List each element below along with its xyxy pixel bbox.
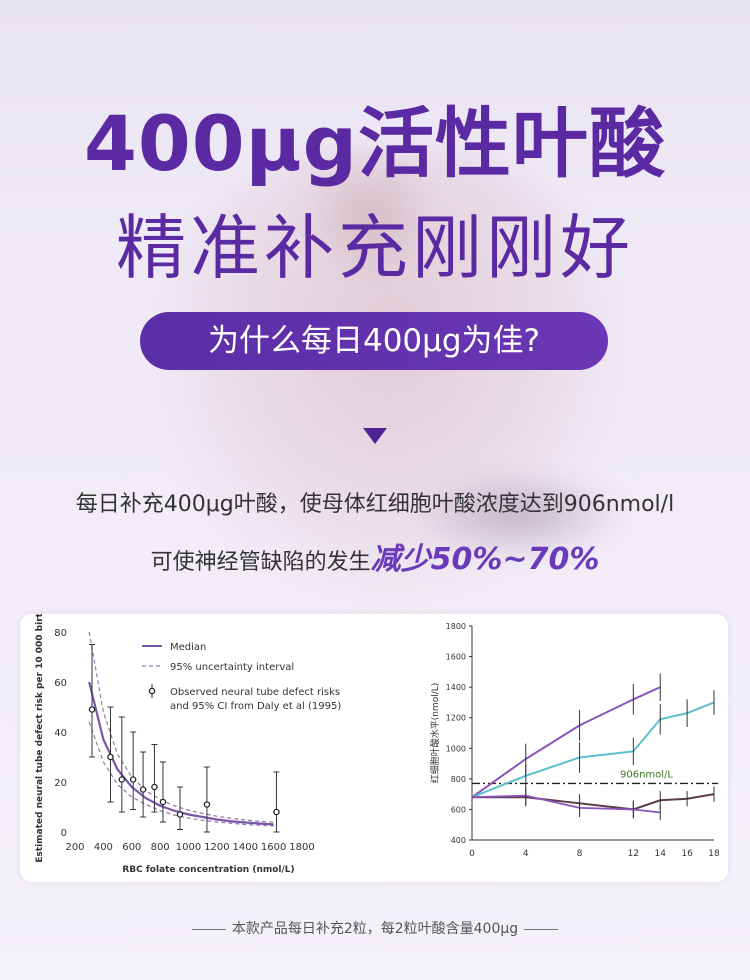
headline-title: 400μg活性叶酸 [84, 99, 666, 188]
legend-observed-label-2: and 95% CI from Daly et al (1995) [170, 701, 341, 712]
explanation-line-1: 每日补充400μg叶酸，使母体红细胞叶酸浓度达到906nmol/l [75, 492, 675, 517]
y-tick-label: 1800 [446, 622, 466, 631]
observed-point [88, 706, 96, 713]
rbc-folate-chart: 400 600 800 1000 1200 1400 1600 1800 0 4 8 12 14 16 18… [429, 622, 720, 859]
observed-point [159, 798, 167, 806]
y-axis-label: Estimated neural tube defect risk per 10… [35, 614, 45, 863]
reduction-emphasis: 减少50%~70% [370, 542, 600, 577]
observed-point [151, 783, 158, 791]
x-tick-label: 1400 [233, 842, 258, 853]
series-line [471, 701, 715, 799]
observed-point [139, 786, 147, 793]
x-tick-label: 12 [628, 849, 639, 859]
observed-point [273, 808, 280, 816]
series-line [471, 686, 661, 799]
footer-note: 本款产品每日补充2粒，每2粒叶酸含量400μg [0, 918, 750, 938]
legend-observed-swatch [148, 687, 156, 695]
x-tick-label: 0 [469, 849, 475, 859]
background-photo-head [300, 150, 440, 280]
x-tick-label: 400 [94, 842, 113, 853]
legend-interval-label: 95% uncertainty interval [170, 662, 294, 673]
y-tick-label: 60 [54, 678, 67, 689]
observed-point [129, 776, 137, 783]
footer-note-text: 本款产品每日补充2粒，每2粒叶酸含量400μg [231, 921, 519, 937]
y-tick-label: 80 [54, 628, 67, 639]
y-tick-label: 40 [54, 728, 67, 739]
headline-subtitle: 精准补充刚刚好 [116, 207, 634, 289]
legend-median-label: Median [170, 642, 206, 653]
observed-point [118, 776, 126, 783]
y-tick-label: 1400 [446, 683, 466, 692]
y-tick-label: 800 [451, 775, 466, 784]
x-tick-label: 1200 [204, 842, 229, 853]
observed-point [176, 811, 184, 818]
legend-observed-label-1: Observed neural tube defect risks [170, 687, 340, 698]
y-tick-label: 1600 [446, 653, 466, 662]
observed-point [107, 753, 114, 761]
y-tick-label: 0 [61, 828, 67, 839]
x-tick-label: 200 [65, 842, 84, 853]
x-tick-label: 16 [681, 849, 693, 859]
x-tick-label: 4 [523, 849, 529, 859]
threshold-annotation: 906nmol/L [620, 769, 673, 780]
charts-panel: 0 20 40 60 80 200 400 600 800 1000 1200 1400 1600 180… [20, 601, 728, 882]
x-tick-label: 1000 [176, 842, 201, 853]
footer-dash-right [524, 928, 559, 930]
y-tick-label: 400 [451, 836, 466, 845]
ntd-risk-chart: 0 20 40 60 80 200 400 600 800 1000 1200 1400 1600 180… [35, 601, 341, 875]
x-tick-label: 800 [151, 842, 170, 853]
y-tick-label: 1000 [446, 744, 466, 753]
x-tick-label: 18 [708, 849, 720, 859]
x-axis-label: RBC folate concentration (nmol/L) [122, 865, 294, 875]
y-axis-label: 红细胞叶酸水平(nmol/L) [429, 683, 441, 784]
y-tick-label: 600 [451, 805, 466, 814]
explanation-prefix: 可使神经管缺陷的发生 [150, 550, 371, 575]
x-tick-label: 1600 [261, 842, 286, 853]
explanation-line-2: 可使神经管缺陷的发生减少50%~70% [0, 534, 750, 578]
triangle-down-icon [363, 428, 387, 444]
x-tick-label: 14 [654, 849, 666, 859]
footer-dash-left [191, 928, 226, 930]
background-photo-shadow [410, 470, 630, 560]
x-tick-label: 600 [122, 842, 141, 853]
uncertainty-lower-line [88, 721, 274, 827]
question-banner: 为什么每日400μg为佳? [140, 312, 608, 370]
observed-point [203, 801, 211, 808]
uncertainty-upper-line [88, 631, 274, 823]
y-tick-label: 1200 [446, 714, 466, 723]
y-tick-label: 20 [54, 778, 67, 789]
x-tick-label: 8 [577, 849, 583, 859]
x-tick-label: 1800 [289, 842, 314, 853]
